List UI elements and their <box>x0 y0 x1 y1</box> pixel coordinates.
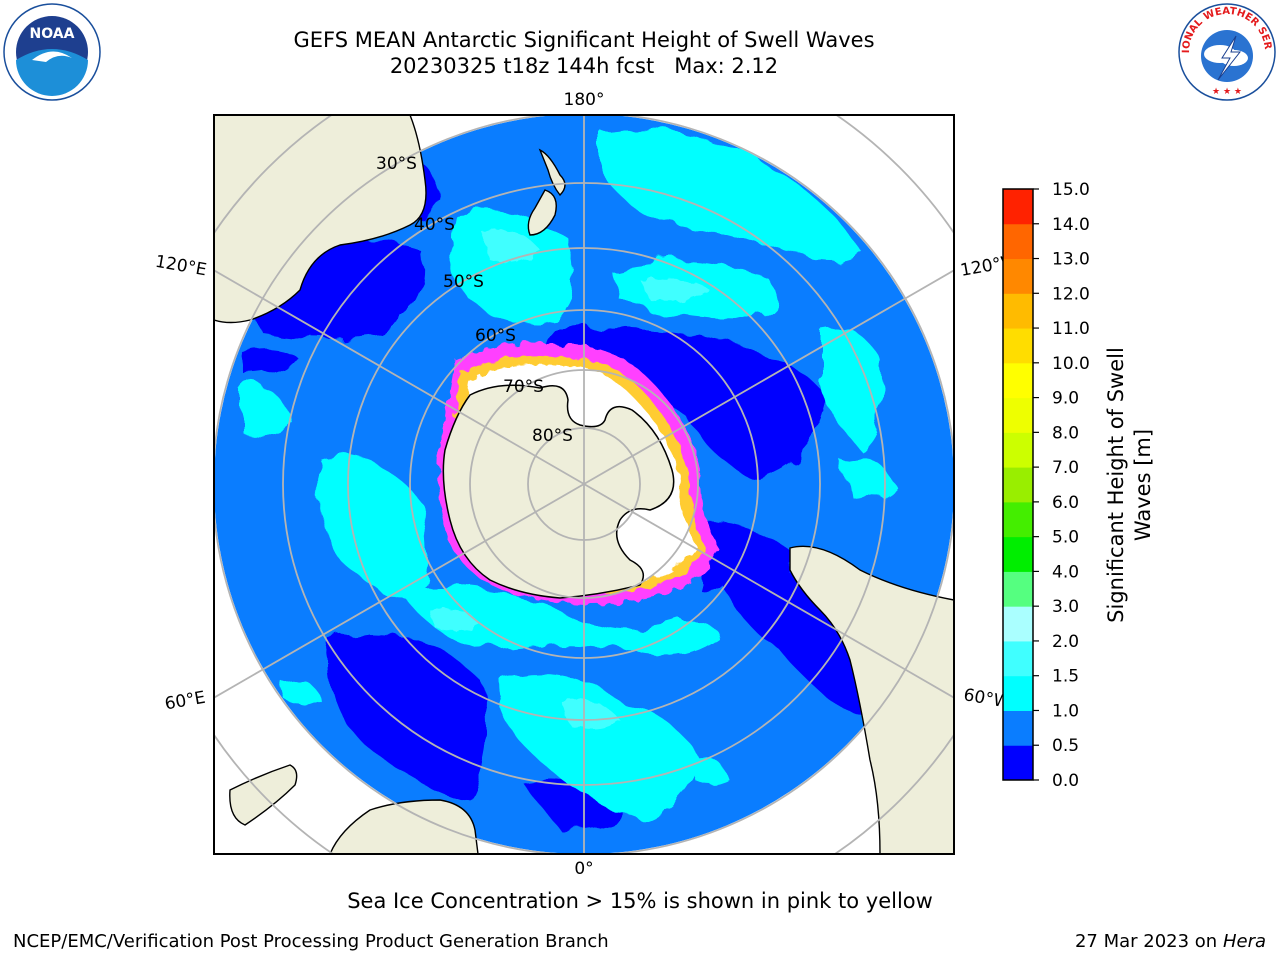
parallel-labels: 30°S 40°S 50°S 60°S 70°S 80°S <box>376 154 573 446</box>
colorbar-tick-label: 1.5 <box>1052 667 1079 687</box>
noaa-logo: NOAA <box>3 3 101 101</box>
colorbar-swatch <box>1003 328 1033 364</box>
colorbar-tick-label: 1.0 <box>1052 701 1079 721</box>
continents <box>214 115 954 854</box>
colorbar-swatch <box>1003 501 1033 538</box>
lon-label-bottom: 0° <box>574 859 593 879</box>
lat-label-80s: 80°S <box>532 426 573 446</box>
colorbar-tick-label: 13.0 <box>1052 250 1090 270</box>
colorbar-tick-label: 6.0 <box>1052 493 1079 513</box>
colorbar-swatch <box>1003 432 1033 468</box>
africa-landmass <box>329 799 479 854</box>
colorbar-tick-label: 0.0 <box>1052 771 1079 791</box>
date-text: 27 Mar 2023 on <box>1074 931 1218 952</box>
colorbar-tick-label: 11.0 <box>1052 319 1090 339</box>
lon-label-upper-left: 120°E <box>154 252 208 281</box>
map-subtitle: 20230325 t18z 144h fcst Max: 2.12 <box>389 54 779 78</box>
colorbar-tick-label: 15.0 <box>1052 180 1090 200</box>
lon-label-top: 180° <box>564 90 605 110</box>
colorbar-swatch <box>1003 189 1033 225</box>
graticule <box>214 115 954 854</box>
colorbar-swatch <box>1003 258 1033 294</box>
lat-label-60s: 60°S <box>475 326 516 346</box>
colorbar-tick-label: 0.5 <box>1052 736 1079 756</box>
colorbar-swatch <box>1003 397 1033 433</box>
australia-landmass <box>214 115 427 324</box>
colorbar-swatch <box>1003 640 1033 677</box>
sea-ice-note: Sea Ice Concentration > 15% is shown in … <box>347 889 933 913</box>
colorbar-tick-label: 3.0 <box>1052 597 1079 617</box>
map-frame <box>213 114 955 855</box>
credit-text: NCEP/EMC/Verification Post Processing Pr… <box>13 931 609 952</box>
colorbar-tick-label: 14.0 <box>1052 215 1090 235</box>
lat-label-70s: 70°S <box>503 377 544 397</box>
map-title: GEFS MEAN Antarctic Significant Height o… <box>293 28 875 52</box>
colorbar-frame <box>1002 188 1034 781</box>
nws-logo: NATIONAL WEATHER SERVICE ★ ★ ★ <box>1176 2 1276 101</box>
lat-label-40s: 40°S <box>414 215 455 235</box>
colorbar-swatch <box>1003 362 1033 399</box>
colorbar-tick-label: 5.0 <box>1052 528 1079 548</box>
colorbar-swatch <box>1003 571 1033 607</box>
noaa-center-text: NOAA <box>30 26 75 42</box>
colorbar-swatch <box>1003 745 1033 781</box>
colorbar-swatch <box>1003 606 1033 642</box>
lat-label-30s: 30°S <box>376 154 417 174</box>
colorbar-tick-label: 12.0 <box>1052 284 1090 304</box>
colorbar-tick-label: 8.0 <box>1052 423 1079 443</box>
colorbar-tick-label: 9.0 <box>1052 389 1079 409</box>
new-zealand-south-island <box>527 189 557 236</box>
colorbar-tick-label: 10.0 <box>1052 354 1090 374</box>
machine-name: Hera <box>1222 931 1266 952</box>
colorbar: 0.0 0.5 1.0 1.5 2.0 3.0 4.0 5.0 6.0 7.0 8.0 9.0 10.0… <box>1002 180 1155 791</box>
colorbar-tick-label: 4.0 <box>1052 562 1079 582</box>
colorbar-swatch <box>1003 675 1033 711</box>
colorbar-ticks: 0.0 0.5 1.0 1.5 2.0 3.0 4.0 5.0 6.0 7.0 8.0 9.0 10.0… <box>1033 180 1090 791</box>
south-america-landmass <box>789 545 954 854</box>
colorbar-tick-label: 2.0 <box>1052 632 1079 652</box>
date-stamp: 27 Mar 2023 on Hera <box>1075 931 1266 952</box>
colorbar-swatch <box>1003 223 1033 260</box>
colorbar-swatch <box>1003 467 1033 503</box>
colorbar-tick-label: 7.0 <box>1052 458 1079 478</box>
svg-text:★ ★ ★: ★ ★ ★ <box>1212 87 1242 97</box>
lat-label-50s: 50°S <box>443 272 484 292</box>
colorbar-swatch <box>1003 293 1033 329</box>
lon-label-lower-left: 60°E <box>163 688 207 715</box>
colorbar-swatch <box>1003 536 1033 572</box>
colorbar-label-line1: Significant Height of Swell <box>1104 347 1128 623</box>
colorbar-swatch <box>1003 710 1033 746</box>
colorbar-label-line2: Waves [m] <box>1131 429 1155 541</box>
colorbar-swatches <box>1003 189 1033 781</box>
